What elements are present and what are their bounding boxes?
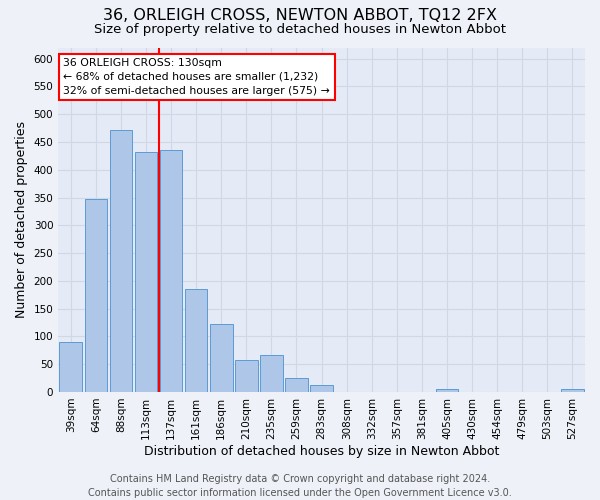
- Y-axis label: Number of detached properties: Number of detached properties: [15, 121, 28, 318]
- Bar: [260, 354, 283, 392]
- Bar: [310, 384, 333, 392]
- X-axis label: Distribution of detached houses by size in Newton Abbot: Distribution of detached houses by size …: [144, 444, 499, 458]
- Bar: [59, 342, 82, 392]
- Bar: [185, 288, 208, 392]
- Bar: [561, 389, 584, 392]
- Bar: [436, 389, 458, 392]
- Bar: [285, 378, 308, 392]
- Text: Size of property relative to detached houses in Newton Abbot: Size of property relative to detached ho…: [94, 22, 506, 36]
- Text: 36 ORLEIGH CROSS: 130sqm
← 68% of detached houses are smaller (1,232)
32% of sem: 36 ORLEIGH CROSS: 130sqm ← 68% of detach…: [64, 58, 330, 96]
- Bar: [210, 324, 233, 392]
- Bar: [134, 152, 157, 392]
- Bar: [235, 360, 257, 392]
- Bar: [160, 150, 182, 392]
- Bar: [85, 198, 107, 392]
- Bar: [110, 130, 132, 392]
- Text: Contains HM Land Registry data © Crown copyright and database right 2024.
Contai: Contains HM Land Registry data © Crown c…: [88, 474, 512, 498]
- Text: 36, ORLEIGH CROSS, NEWTON ABBOT, TQ12 2FX: 36, ORLEIGH CROSS, NEWTON ABBOT, TQ12 2F…: [103, 8, 497, 22]
